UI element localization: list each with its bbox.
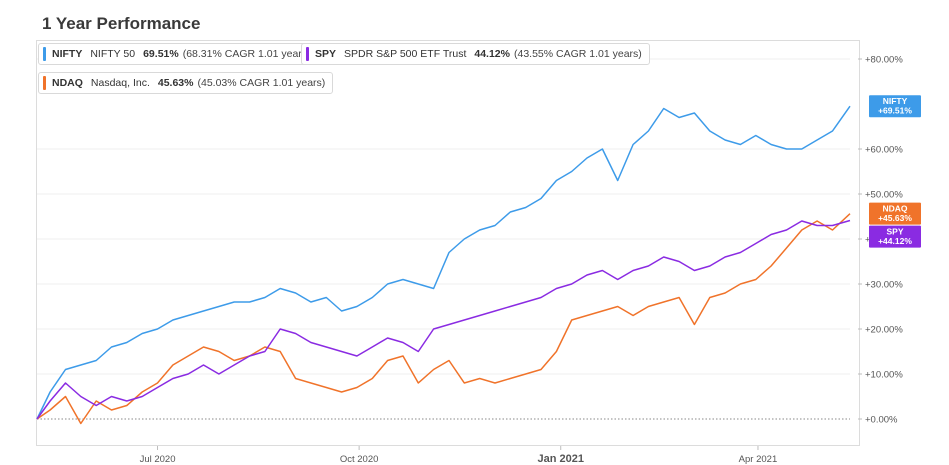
legend-pct: 44.12% <box>474 48 510 60</box>
end-tag-ndaq <box>869 202 921 225</box>
end-tag-spy <box>869 225 921 248</box>
series-line-nifty <box>36 105 851 420</box>
y-tick-label: +20.00% <box>865 325 903 336</box>
y-tick-label: +10.00% <box>865 370 903 381</box>
legend-name: Nasdaq, Inc. <box>90 77 150 89</box>
legend-ticker: NDAQ <box>52 77 83 89</box>
legend-ticker: SPY <box>315 48 337 60</box>
end-tag-nifty <box>869 95 921 118</box>
y-tick-label: +60.00% <box>865 145 903 156</box>
end-tag-label-nifty: NIFTY <box>883 96 908 106</box>
series-line-ndaq <box>36 213 851 425</box>
x-tick-label: Jan 2021 <box>537 453 583 465</box>
legend-item-spy[interactable]: SPY SPDR S&P 500 ETF Trust 44.12% (43.55… <box>301 43 650 65</box>
end-tag-label-ndaq: NDAQ <box>882 204 907 214</box>
end-tag-value-ndaq: +45.63% <box>878 213 912 223</box>
end-tag-label-spy: SPY <box>886 227 903 237</box>
x-tick-label: Jul 2020 <box>140 454 176 465</box>
legend-name: SPDR S&P 500 ETF Trust <box>344 48 467 60</box>
legend-cagr: (68.31% CAGR 1.01 years) <box>182 48 311 60</box>
legend-pct: 69.51% <box>143 48 179 60</box>
end-tag-value-nifty: +69.51% <box>878 106 912 116</box>
plot-area-frame <box>36 40 860 446</box>
legend-pct: 45.63% <box>157 77 194 89</box>
end-tag-value-spy: +44.12% <box>878 236 912 246</box>
y-tick-label: +50.00% <box>865 190 903 201</box>
page-title: 1 Year Performance <box>42 14 201 33</box>
y-tick-label: +30.00% <box>865 280 903 291</box>
legend-ticker: NIFTY <box>52 48 83 60</box>
y-tick-label: +0.00% <box>865 415 898 426</box>
legend-cagr: (45.03% CAGR 1.01 years) <box>197 77 326 89</box>
x-tick-label: Oct 2020 <box>340 454 379 465</box>
legend-cagr: (43.55% CAGR 1.01 years) <box>514 48 642 60</box>
legend-item-ndaq[interactable]: NDAQ Nasdaq, Inc. 45.63% (45.03% CAGR 1.… <box>38 72 334 94</box>
series-line-spy <box>36 219 851 420</box>
legend-name: NIFTY 50 <box>90 48 136 60</box>
x-tick-label: Apr 2021 <box>739 454 778 465</box>
legend-swatch-ndaq <box>43 76 46 90</box>
y-tick-label: +80.00% <box>865 55 903 66</box>
legend-swatch-spy <box>306 47 309 61</box>
legend-swatch-nifty <box>43 47 46 61</box>
legend-item-nifty[interactable]: NIFTY NIFTY 50 69.51% (68.31% CAGR 1.01 … <box>38 43 319 65</box>
